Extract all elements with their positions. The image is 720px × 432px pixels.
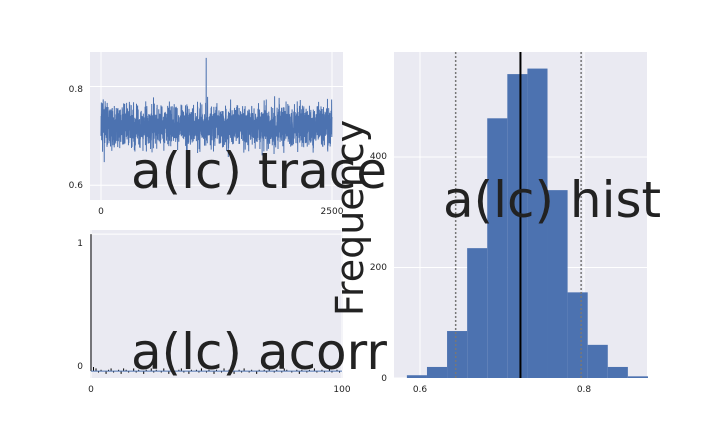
hist-bar: [567, 292, 588, 378]
trace-title: a(lc) trace: [131, 142, 387, 200]
trace-series-line: [100, 57, 333, 163]
hist-panel: 0.6 0.8 0 200 400 Frequency a(lc) hist: [328, 52, 661, 395]
acorr-title: a(lc) acorr: [131, 323, 387, 381]
trace-panel: 0 2500 0.8 0.6 a(lc) trace: [69, 52, 387, 217]
hist-bar: [527, 68, 548, 379]
acorr-plot-area: [90, 230, 343, 378]
hist-x-tick-label-1: 0.8: [577, 385, 592, 395]
hist-x-tick-label-0: 0.6: [413, 385, 428, 395]
hist-bar: [426, 366, 448, 378]
hist-bar: [406, 375, 427, 378]
hist-title: a(lc) hist: [443, 171, 661, 229]
hist-bar: [487, 118, 508, 378]
trace-x-tick-label-0: 0: [98, 207, 104, 217]
hist-bar: [587, 344, 608, 378]
acorr-tick-labels: 0 100 1 0: [77, 239, 351, 395]
hist-bar: [507, 74, 528, 379]
trace-y-tick-label-1: 0.6: [69, 181, 84, 191]
hist-y-tick-label-2: 400: [370, 152, 387, 162]
hist-bars: [406, 68, 648, 379]
hist-bar: [467, 248, 488, 378]
hist-bar: [627, 376, 648, 378]
hist-bar: [547, 190, 568, 378]
hist-y-tick-label-1: 200: [370, 263, 387, 273]
acorr-y-tick-label-0: 1: [77, 239, 83, 249]
acorr-x-tick-label-0: 0: [88, 385, 94, 395]
hist-bar: [447, 331, 468, 378]
hist-y-tick-label-0: 0: [381, 374, 387, 384]
acorr-x-tick-label-1: 100: [333, 385, 350, 395]
hist-tick-labels: 0.6 0.8 0 200 400: [370, 152, 592, 395]
hist-bar: [607, 366, 628, 378]
trace-tick-labels: 0 2500 0.8 0.6: [69, 85, 344, 217]
acorr-panel: 0 100 1 0 a(lc) acorr: [77, 230, 387, 395]
acorr-y-tick-label-1: 0: [77, 362, 83, 372]
hist-y-axis-label: Frequency: [328, 120, 372, 316]
trace-x-tick-label-1: 2500: [321, 207, 344, 217]
trace-y-tick-label-0: 0.8: [69, 85, 84, 95]
